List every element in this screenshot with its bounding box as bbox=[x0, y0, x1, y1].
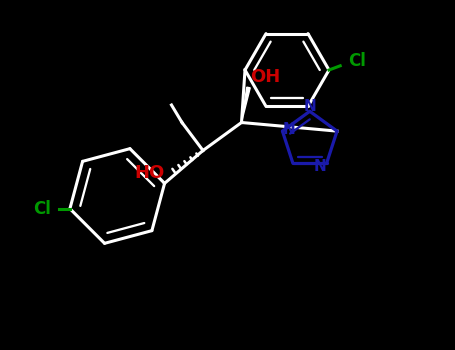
Text: N: N bbox=[283, 122, 295, 137]
Text: N: N bbox=[303, 99, 316, 113]
Text: Cl: Cl bbox=[33, 200, 51, 218]
Polygon shape bbox=[242, 87, 250, 122]
Text: N: N bbox=[314, 159, 327, 174]
Text: HO: HO bbox=[134, 164, 165, 182]
Text: Cl: Cl bbox=[348, 52, 366, 70]
Text: OH: OH bbox=[250, 68, 280, 86]
